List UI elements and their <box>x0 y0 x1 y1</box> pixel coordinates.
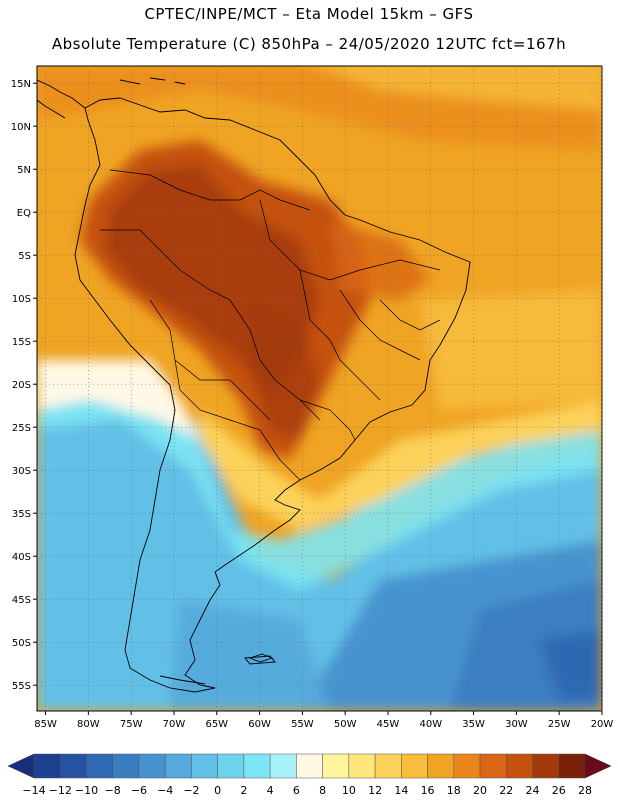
country-borders <box>100 169 441 481</box>
colorbar-swatch <box>164 753 192 779</box>
map-title-line2: Absolute Temperature (C) 850hPa – 24/05/… <box>51 35 567 53</box>
colorbar-label: 8 <box>319 784 326 797</box>
colorbar-labels: −14 −12 −10 −8 −6 −4 −2 0 2 4 6 8 10 12 14 16 18 20 22 24 26… <box>22 784 592 797</box>
colorbar-swatches <box>7 753 612 779</box>
lon-label: 70W <box>163 719 186 730</box>
field-pale-band <box>37 360 200 440</box>
colorbar-label: 12 <box>368 784 382 797</box>
lat-label: 10N <box>11 122 31 133</box>
coastlines <box>37 77 471 693</box>
colorbar-swatch <box>59 753 87 779</box>
colorbar-label: 20 <box>473 784 487 797</box>
lon-label: 55W <box>291 719 314 730</box>
lat-label: EQ <box>17 208 31 219</box>
central-america <box>37 79 86 119</box>
colorbar-swatch <box>322 753 350 779</box>
colorbar-label: 28 <box>578 784 592 797</box>
colorbar-swatch <box>479 753 507 779</box>
lat-label: 10S <box>12 294 31 305</box>
field-south-deepest <box>540 630 602 700</box>
graticule <box>33 66 603 715</box>
colorbar: −14 −12 −10 −8 −6 −4 −2 0 2 4 6 8 10 12 14 16 18 20 22 24 26… <box>7 753 612 797</box>
colorbar-swatch <box>86 753 113 779</box>
lon-label: 30W <box>505 719 528 730</box>
lat-label: 45S <box>12 595 31 606</box>
colorbar-high-arrow <box>584 753 612 779</box>
south-america-coastline <box>74 97 471 693</box>
colorbar-label: −4 <box>157 784 173 797</box>
colorbar-label: −8 <box>105 784 121 797</box>
colorbar-label: 18 <box>447 784 461 797</box>
colorbar-swatch <box>453 753 481 779</box>
colorbar-label: 10 <box>342 784 356 797</box>
lon-label: 35W <box>462 719 485 730</box>
colorbar-swatch <box>401 753 428 779</box>
colorbar-swatch <box>191 753 218 779</box>
lat-label: 50S <box>12 638 31 649</box>
colorbar-label: −14 <box>22 784 45 797</box>
colorbar-swatch <box>33 753 61 779</box>
colorbar-swatch <box>506 753 533 779</box>
lon-label: 75W <box>120 719 143 730</box>
falklands <box>248 653 274 663</box>
colorbar-swatch <box>296 753 323 779</box>
colorbar-label: 14 <box>394 784 408 797</box>
colorbar-label: −2 <box>183 784 199 797</box>
colorbar-label: 6 <box>293 784 300 797</box>
colorbar-label: −6 <box>131 784 147 797</box>
colorbar-swatch <box>427 753 455 779</box>
latitude-labels: 15N 10N 5N EQ 5S 10S 15S 20S 25S 30S 35S 40S 45S 50S 5… <box>11 79 31 692</box>
colorbar-swatch <box>558 753 586 779</box>
colorbar-low-arrow <box>7 753 35 779</box>
lon-label: 65W <box>205 719 228 730</box>
colorbar-swatch <box>269 753 297 779</box>
longitude-labels: 85W 80W 75W 70W 65W 60W 55W 50W 45W 40W 35W 30W 25W 2… <box>34 719 613 730</box>
lat-label: 25S <box>12 423 31 434</box>
lat-label: 35S <box>12 509 31 520</box>
lon-label: 60W <box>248 719 271 730</box>
field-ne-brazil <box>330 220 430 300</box>
lat-label: 30S <box>12 466 31 477</box>
lon-label: 80W <box>77 719 100 730</box>
colorbar-label: 4 <box>267 784 274 797</box>
colorbar-label: 2 <box>240 784 247 797</box>
lat-label: 5N <box>17 165 31 176</box>
field-atlantic-yellow <box>420 290 602 410</box>
field-yellow-belt <box>200 400 602 530</box>
colorbar-swatch <box>217 753 245 779</box>
colorbar-label: 16 <box>421 784 435 797</box>
lat-label: 55S <box>12 681 31 692</box>
temperature-map: 15N 10N 5N EQ 5S 10S 15S 20S 25S 30S 35S 40S 45S 50S 5… <box>11 65 613 730</box>
colorbar-swatch <box>243 753 271 779</box>
field-north-atlantic <box>316 66 602 110</box>
lat-label: 5S <box>18 251 31 262</box>
lat-label: 20S <box>12 380 31 391</box>
colorbar-swatch <box>348 753 376 779</box>
lon-label: 25W <box>548 719 571 730</box>
lon-label: 20W <box>591 719 614 730</box>
tierra-del-fuego <box>159 655 276 685</box>
lon-label: 85W <box>34 719 57 730</box>
map-title-line1: CPTEC/INPE/MCT – Eta Model 15km – GFS <box>144 5 474 23</box>
lon-label: 40W <box>419 719 442 730</box>
lat-label: 40S <box>12 552 31 563</box>
colorbar-swatch <box>112 753 140 779</box>
field-patagonia-cool <box>170 600 330 711</box>
lon-label: 45W <box>377 719 400 730</box>
plot-frame <box>36 65 603 712</box>
lon-label: 50W <box>334 719 357 730</box>
colorbar-label: 26 <box>552 784 566 797</box>
lat-label: 15S <box>12 337 31 348</box>
colorbar-swatch <box>532 753 560 779</box>
colorbar-label: 22 <box>499 784 513 797</box>
colorbar-label: 24 <box>526 784 540 797</box>
colorbar-swatch <box>374 753 402 779</box>
lat-label: 15N <box>11 79 31 90</box>
colorbar-label: 0 <box>214 784 221 797</box>
temperature-field <box>37 66 602 711</box>
colorbar-swatch <box>138 753 166 779</box>
colorbar-label: −12 <box>49 784 72 797</box>
colorbar-label: −10 <box>75 784 98 797</box>
caribbean-islands <box>119 77 186 85</box>
